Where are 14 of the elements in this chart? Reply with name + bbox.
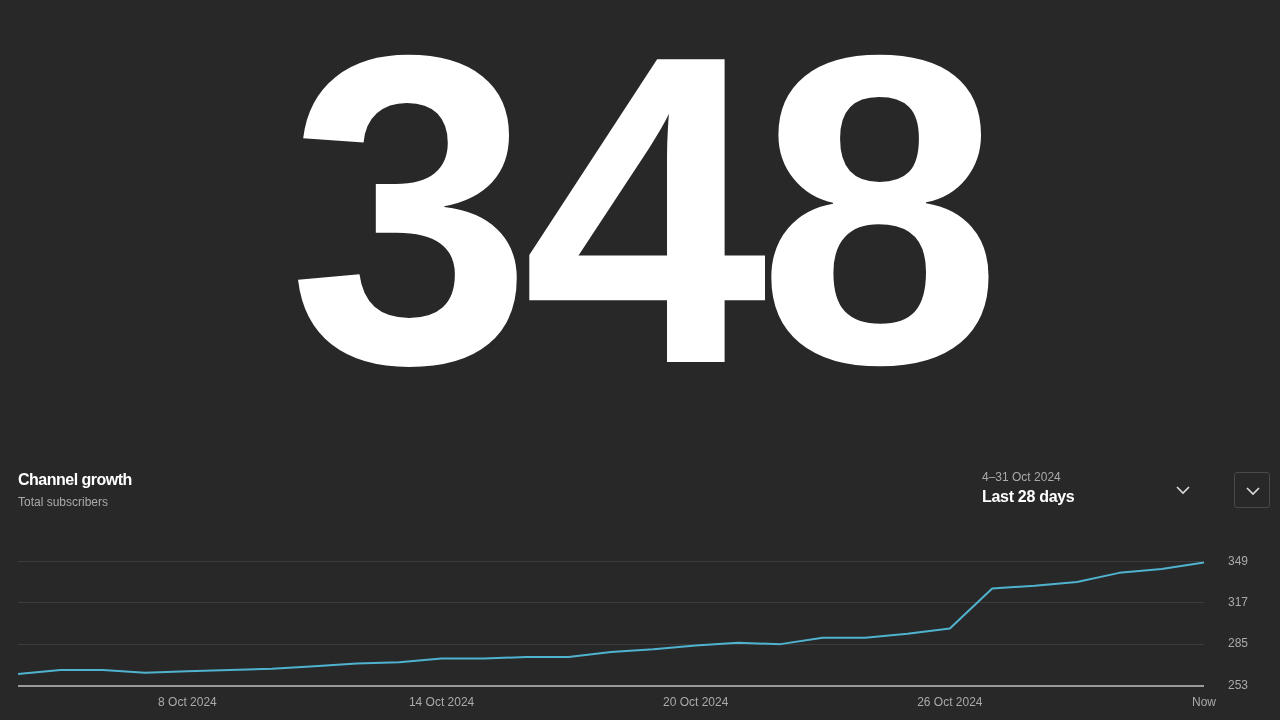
text: 4–31 Oct 2024 — [982, 470, 1061, 484]
x-tick-label: Now — [1191, 695, 1217, 710]
x-tick-label: 8 Oct 2024 — [158, 695, 218, 710]
x-tick-label: 20 Oct 2024 — [663, 695, 729, 710]
x-tick-label: 14 Oct 2024 — [408, 695, 475, 710]
y-tick-label: 285 — [1227, 636, 1249, 651]
y-tick-label: 317 — [1227, 594, 1249, 609]
y-tick-label: 253 — [1227, 677, 1249, 692]
text: Last 28 days — [982, 488, 1075, 506]
text: 348 — [286, 0, 994, 455]
y-tick-label: 349 — [1227, 553, 1249, 568]
chart-title: Channel growth — [18, 471, 132, 489]
x-tick-label: 26 Oct 2024 — [917, 695, 983, 710]
chart-subtitle: Total subscribers — [18, 495, 109, 509]
